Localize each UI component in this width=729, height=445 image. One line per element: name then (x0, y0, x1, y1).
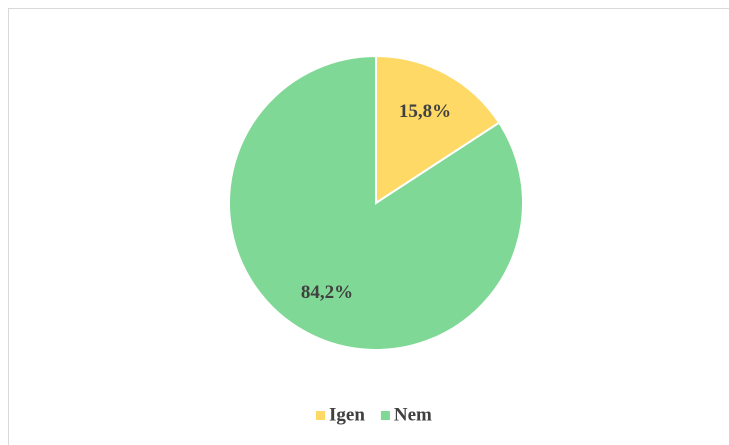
pie-slice (375, 54, 501, 205)
pie-slice (228, 54, 524, 351)
legend-swatch (380, 411, 390, 420)
data-label: 84,2% (301, 282, 353, 303)
legend-label: Nem (394, 404, 432, 425)
legend-label: Igen (329, 404, 365, 425)
data-label: 15,8% (399, 101, 451, 122)
legend-swatch (316, 411, 325, 420)
